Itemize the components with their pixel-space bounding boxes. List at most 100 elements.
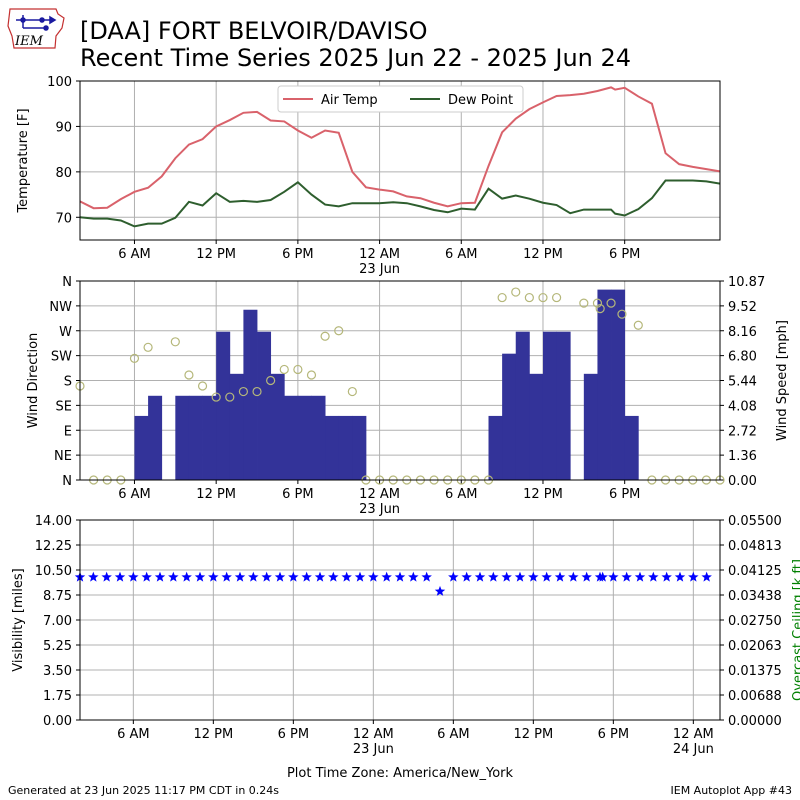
dew-point-line (80, 179, 720, 228)
x-axis-label: Plot Time Zone: America/New_York (287, 766, 514, 781)
x-tick-label: 12 PM (196, 487, 236, 502)
wind-direction-point (334, 326, 344, 336)
visibility-point (701, 571, 712, 582)
visibility-point (114, 571, 126, 582)
plot-frame (79, 519, 721, 721)
wind-direction-point (266, 375, 276, 386)
wind-speed-bar (325, 415, 340, 480)
visibility-tick-label: 12.25 (35, 539, 72, 554)
visibility-point (434, 585, 446, 596)
visibility-point (88, 571, 99, 582)
ceiling-tick-label: 0.01375 (728, 664, 782, 679)
x-tick-label: 24 Jun (673, 742, 714, 757)
wind-direction-point (524, 292, 534, 303)
speed-tick-label: 6.80 (728, 350, 757, 365)
direction-tick-label: W (59, 325, 72, 340)
x-tick-label: 6 AM (118, 247, 151, 262)
visibility-point (141, 571, 152, 582)
app-label: IEM Autoplot App #43 (670, 784, 793, 797)
wind-direction-point (143, 342, 153, 352)
x-tick-label: 6 PM (278, 727, 309, 742)
ceiling-tick-label: 0.04813 (728, 539, 782, 554)
visibility-point (368, 571, 379, 582)
visibility-point (194, 571, 206, 582)
wind-direction-point (617, 309, 627, 319)
wind-speed-bar (311, 395, 326, 480)
visibility-point (288, 571, 299, 582)
legend-box (277, 85, 524, 113)
wind-direction-point (225, 392, 235, 402)
logo-text: IEM (14, 34, 44, 49)
visibility-point (314, 571, 326, 582)
x-tick-label: 6 AM (437, 727, 470, 742)
direction-tick-label: S (64, 375, 72, 390)
speed-tick-label: 0.00 (728, 474, 757, 489)
speed-tick-label: 4.08 (728, 399, 757, 414)
wind-speed-bar (134, 415, 149, 480)
wind-speed-bar (624, 415, 639, 480)
x-tick-label: 12 AM (359, 487, 400, 502)
y-tick-label: 70 (55, 211, 72, 226)
visibility-point (501, 571, 512, 582)
air-temp-line (80, 86, 720, 210)
visibility-point (541, 571, 552, 582)
wind-direction-point (252, 386, 262, 397)
visibility-point (554, 571, 566, 582)
visibility-point (354, 571, 366, 582)
ceiling-tick-label: 0.02063 (728, 639, 782, 654)
wind-speed-bar (202, 395, 217, 480)
wind-speed-bar (257, 331, 272, 480)
visibility-point (621, 571, 632, 582)
visibility-point (634, 571, 646, 582)
wind-speed-bar (611, 289, 626, 480)
x-tick-label: 6 AM (118, 487, 151, 502)
visibility-tick-label: 0.00 (43, 714, 72, 729)
wind-direction-point (497, 292, 507, 303)
wind-speed-bar (243, 309, 258, 480)
x-tick-label: 6 AM (117, 727, 150, 742)
wind-speed-bar (352, 415, 367, 480)
x-tick-label: 6 PM (609, 247, 640, 262)
x-tick-label: 12 AM (359, 247, 400, 262)
wind-speed-bar (488, 415, 503, 480)
wind-direction-point (347, 386, 357, 397)
visibility-point (328, 571, 339, 582)
wind-speed-bar (542, 331, 557, 480)
visibility-tick-label: 3.50 (43, 664, 72, 679)
x-tick-label: 6 PM (598, 727, 629, 742)
ceiling-tick-label: 0.03438 (728, 589, 782, 604)
wind-direction-point (595, 304, 605, 314)
y2-axis-label: Overcast Ceiling [k ft] (791, 559, 800, 701)
wind-speed-bar (216, 331, 231, 480)
x-tick-label: 6 PM (609, 487, 640, 502)
x-tick-label: 23 Jun (359, 502, 400, 517)
speed-tick-label: 10.87 (728, 275, 765, 290)
visibility-point (181, 571, 192, 582)
x-tick-label: 23 Jun (353, 742, 394, 757)
visibility-point (274, 571, 286, 582)
wind-speed-bar (583, 373, 598, 480)
visibility-point (661, 571, 672, 582)
visibility-tick-label: 1.75 (43, 689, 72, 704)
wind-direction-point (606, 298, 616, 308)
wind-direction-point (238, 386, 249, 397)
legend-label-dew-point: Dew Point (448, 93, 513, 108)
wind-direction-point (306, 370, 317, 380)
visibility-point (608, 571, 619, 582)
wind-direction-point (592, 298, 603, 308)
speed-tick-label: 2.72 (728, 424, 757, 439)
speed-tick-label: 8.16 (728, 325, 757, 340)
wind-direction-point (551, 292, 562, 303)
visibility-point (168, 571, 179, 582)
iem-logo: IEM (6, 6, 68, 52)
visibility-point (208, 571, 219, 582)
x-tick-label: 6 AM (445, 247, 478, 262)
visibility-point (568, 571, 579, 582)
y-tick-label: 100 (47, 75, 72, 90)
visibility-point (234, 571, 246, 582)
x-tick-label: 12 AM (353, 727, 394, 742)
x-tick-label: 12 PM (196, 247, 236, 262)
visibility-point (381, 571, 392, 582)
wind-speed-bar (297, 395, 312, 480)
